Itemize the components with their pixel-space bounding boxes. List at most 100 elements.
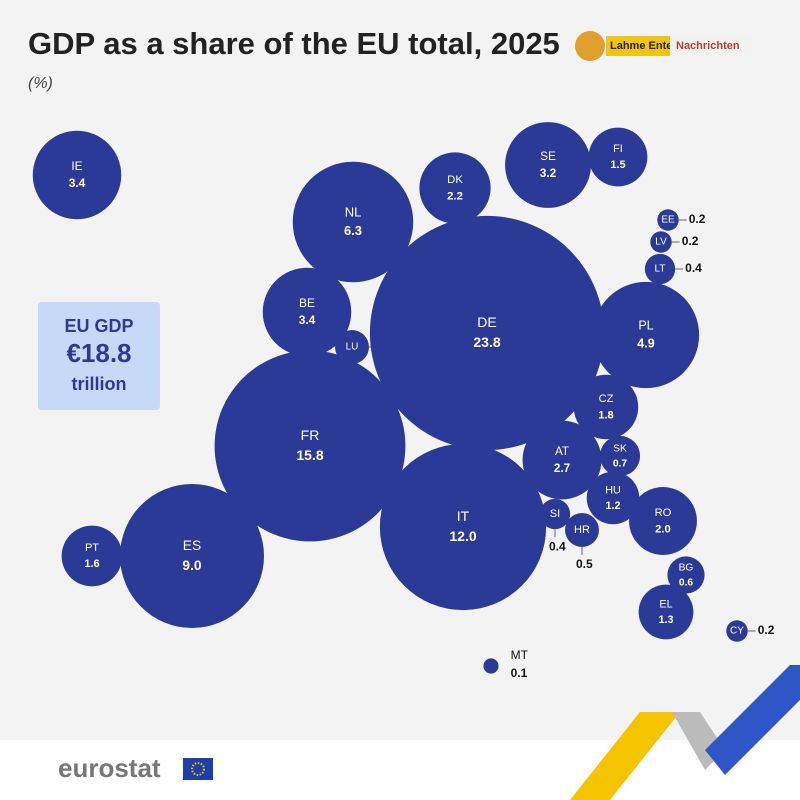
country-code: PT [85, 542, 99, 554]
bubble [369, 215, 605, 451]
bubble [522, 420, 602, 500]
value-label: 0.4 [685, 261, 702, 275]
logo-left-box [606, 36, 670, 56]
country-code: BG [679, 563, 694, 574]
value-label: 1.2 [606, 500, 621, 512]
eu-gdp-unit: trillion [72, 374, 127, 394]
value-label: 15.8 [296, 447, 323, 463]
logo-icon [575, 31, 605, 61]
country-code: PL [638, 319, 653, 333]
country-code: SE [540, 149, 556, 163]
value-label: 9.0 [182, 558, 202, 573]
country-code: AT [555, 445, 569, 458]
value-label: 1.8 [598, 409, 613, 421]
value-label: 0.7 [613, 458, 628, 469]
stripe-blue [705, 665, 800, 775]
country-code: HU [605, 484, 621, 496]
value-label: 2.0 [655, 523, 671, 535]
eu-gdp-box-bg [38, 302, 160, 410]
logo-left: Lahme Ente [610, 40, 672, 52]
bubble [726, 620, 748, 642]
country-code: RO [655, 507, 672, 519]
bubble [61, 525, 123, 587]
country-code: FI [613, 143, 623, 155]
bubble [335, 330, 369, 364]
eu-flag [183, 758, 213, 780]
country-code: LV [655, 237, 667, 248]
value-label: 0.2 [682, 234, 699, 248]
value-label: 0.2 [689, 212, 706, 226]
bubble [292, 161, 414, 283]
country-code: DK [447, 174, 463, 186]
country-code: CZ [599, 393, 614, 405]
bubble [32, 130, 122, 220]
bubble [483, 658, 499, 674]
value-label: 2.2 [447, 191, 463, 203]
country-code: MT [511, 648, 529, 662]
bubble [262, 267, 352, 357]
country-code: EL [659, 598, 672, 610]
bubble [650, 231, 672, 253]
value-label: 4.9 [637, 337, 654, 351]
bubble [629, 487, 697, 555]
bubble [592, 281, 700, 389]
bubble [573, 374, 639, 440]
value-label: 1.6 [84, 558, 99, 570]
country-code: LU [346, 342, 359, 353]
bubble [379, 443, 547, 611]
value-label: 0.2 [758, 623, 775, 637]
stripe-yellow [570, 712, 680, 800]
country-code: CY [730, 626, 744, 637]
bubble [214, 350, 406, 542]
eu-gdp-box: EU GDP €18.8 trillion [38, 302, 160, 410]
footer-brand: eurostat [58, 753, 161, 783]
value-label: 2.7 [554, 462, 570, 475]
chart-title: GDP as a share of the EU total, 2025 [28, 26, 560, 61]
bubble [588, 127, 648, 187]
eu-gdp-value: €18.8 [66, 338, 131, 368]
eu-gdp-label: EU GDP [64, 316, 133, 336]
country-code: SI [550, 508, 560, 520]
bubble [644, 253, 676, 285]
logo-right: Nachrichten [676, 40, 740, 52]
bubble [657, 209, 679, 231]
country-code: SK [613, 443, 627, 454]
value-label: 0.4 [549, 539, 566, 553]
value-label: 3.4 [299, 313, 316, 327]
bubble [539, 498, 571, 530]
value-label: 0.6 [679, 577, 694, 588]
logo: Lahme Ente Nachrichten [575, 31, 752, 61]
bubble [586, 471, 640, 525]
value-label: 1.5 [610, 159, 625, 171]
country-code: NL [345, 204, 362, 219]
eu-flag-stars [191, 762, 205, 776]
country-code: BE [299, 296, 315, 310]
country-code: DE [477, 314, 496, 330]
country-code: HR [574, 524, 590, 536]
logo-right-box [670, 36, 752, 56]
bubble [505, 122, 591, 208]
bubble [419, 152, 491, 224]
country-code: LT [655, 264, 666, 275]
country-code: IT [457, 508, 470, 524]
value-label: 3.2 [540, 166, 557, 180]
bubble [565, 513, 599, 547]
bubble [638, 584, 694, 640]
country-code: ES [183, 538, 201, 553]
footer-band [0, 740, 800, 800]
value-label: 0.1 [511, 666, 528, 680]
country-code: IE [71, 159, 82, 173]
bubble [599, 435, 641, 477]
subtitle: (%) [28, 75, 53, 92]
country-code: EE [661, 215, 675, 226]
value-label: 1.3 [658, 614, 673, 626]
value-label: 23.8 [473, 334, 500, 350]
value-label: 0.5 [576, 557, 593, 571]
value-label: 12.0 [449, 528, 476, 544]
bubble [667, 556, 705, 594]
value-label: 3.4 [69, 176, 86, 190]
bubble [120, 484, 264, 628]
country-code: FR [301, 427, 320, 443]
